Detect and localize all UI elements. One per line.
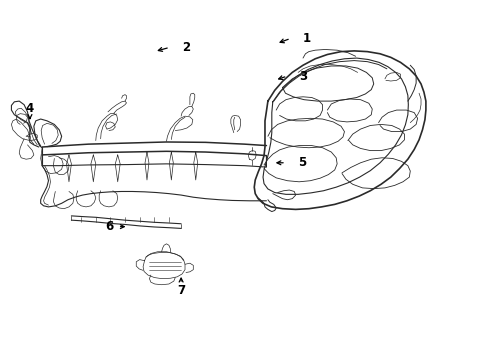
Text: 5: 5: [297, 156, 305, 169]
Text: 2: 2: [182, 41, 190, 54]
Text: 3: 3: [298, 69, 306, 82]
Text: 7: 7: [177, 284, 185, 297]
Text: 4: 4: [26, 102, 34, 115]
Text: 6: 6: [104, 220, 113, 233]
Text: 1: 1: [302, 32, 310, 45]
